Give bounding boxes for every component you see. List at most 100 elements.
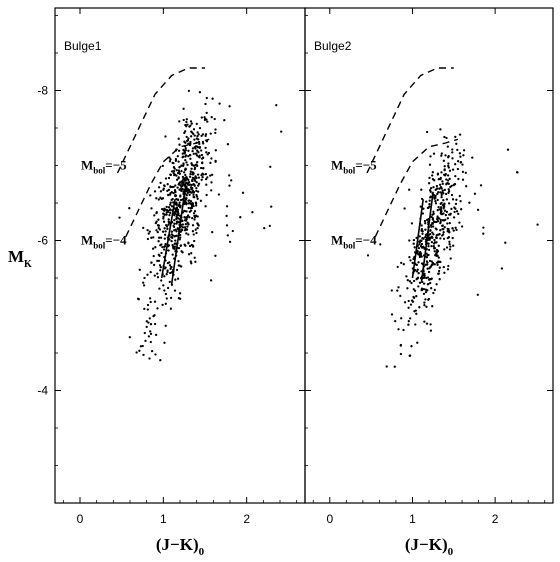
data-point bbox=[440, 196, 443, 199]
data-point bbox=[428, 163, 432, 166]
data-point bbox=[435, 253, 438, 257]
x-axis-title: (J−K)0 bbox=[156, 535, 205, 557]
data-point bbox=[414, 309, 417, 312]
data-point bbox=[179, 184, 182, 187]
data-point bbox=[196, 190, 200, 193]
data-point bbox=[443, 168, 446, 172]
data-point bbox=[445, 210, 449, 214]
data-point bbox=[164, 230, 167, 233]
data-point bbox=[431, 231, 434, 234]
data-point bbox=[228, 174, 231, 177]
data-point bbox=[500, 267, 504, 270]
data-point bbox=[181, 251, 184, 254]
data-point bbox=[430, 215, 433, 219]
data-point bbox=[426, 218, 430, 221]
data-point bbox=[158, 228, 162, 231]
data-point bbox=[449, 257, 452, 260]
data-point bbox=[441, 182, 444, 186]
solid-segment bbox=[420, 191, 434, 282]
data-point bbox=[166, 183, 169, 186]
data-point bbox=[443, 248, 446, 251]
data-point bbox=[179, 236, 182, 239]
data-point bbox=[415, 270, 419, 273]
data-point bbox=[449, 185, 452, 189]
data-point bbox=[268, 224, 271, 228]
data-point bbox=[191, 224, 195, 227]
data-point bbox=[171, 236, 174, 240]
data-point bbox=[214, 254, 217, 257]
data-point bbox=[160, 279, 163, 282]
data-point bbox=[419, 239, 422, 242]
data-point bbox=[444, 218, 447, 221]
data-point bbox=[447, 166, 450, 169]
data-point bbox=[447, 227, 450, 231]
data-point bbox=[396, 289, 399, 292]
data-point bbox=[410, 222, 414, 225]
data-point bbox=[174, 184, 177, 187]
data-point bbox=[154, 353, 157, 356]
data-point bbox=[385, 365, 388, 368]
data-point bbox=[428, 259, 432, 263]
data-point bbox=[421, 236, 424, 240]
data-point bbox=[241, 191, 245, 194]
data-point bbox=[438, 260, 441, 263]
data-point bbox=[197, 176, 201, 179]
data-point bbox=[410, 345, 413, 348]
data-point bbox=[145, 320, 148, 323]
data-point bbox=[504, 241, 507, 244]
mbol-curve bbox=[366, 67, 454, 174]
data-point bbox=[184, 244, 187, 247]
data-point bbox=[443, 135, 446, 139]
data-point bbox=[439, 176, 442, 180]
data-point bbox=[460, 225, 464, 228]
data-point bbox=[439, 128, 442, 131]
x-tick-label: 0 bbox=[326, 512, 333, 526]
data-point bbox=[210, 181, 213, 184]
mbol-label-sub: bol bbox=[93, 166, 106, 176]
data-point bbox=[439, 229, 442, 232]
data-point bbox=[432, 186, 435, 189]
data-point bbox=[444, 154, 447, 157]
data-point bbox=[187, 180, 191, 184]
data-point bbox=[218, 102, 221, 105]
data-point bbox=[177, 160, 180, 163]
data-point bbox=[183, 216, 186, 219]
data-point bbox=[430, 244, 433, 248]
data-point bbox=[153, 214, 156, 217]
data-point bbox=[275, 104, 278, 107]
data-point bbox=[442, 265, 445, 269]
data-point bbox=[170, 205, 174, 208]
data-point bbox=[178, 238, 181, 241]
data-point bbox=[440, 193, 443, 197]
data-point bbox=[175, 201, 178, 204]
data-point bbox=[464, 171, 467, 174]
data-point bbox=[191, 147, 195, 150]
data-point bbox=[192, 152, 195, 155]
data-point bbox=[399, 344, 402, 347]
data-point bbox=[451, 151, 454, 154]
data-point bbox=[214, 160, 217, 163]
data-point bbox=[184, 141, 187, 144]
data-point bbox=[428, 267, 431, 270]
data-point bbox=[174, 194, 177, 197]
data-point bbox=[263, 226, 266, 230]
data-point bbox=[186, 182, 190, 185]
data-point bbox=[193, 167, 196, 171]
data-point bbox=[440, 152, 443, 155]
data-point bbox=[435, 220, 438, 224]
x-axis-title-sub: 0 bbox=[199, 546, 205, 557]
data-point bbox=[440, 154, 443, 157]
data-point bbox=[187, 242, 190, 245]
data-point bbox=[183, 229, 187, 232]
data-point bbox=[195, 204, 198, 207]
data-point bbox=[193, 138, 196, 141]
data-point bbox=[155, 197, 158, 200]
data-point bbox=[173, 189, 177, 192]
solid-segment bbox=[160, 199, 176, 279]
data-point bbox=[166, 189, 169, 193]
data-point bbox=[196, 173, 200, 176]
data-point bbox=[180, 265, 183, 268]
data-point bbox=[163, 289, 166, 292]
data-point bbox=[165, 297, 168, 300]
data-point bbox=[159, 269, 162, 272]
